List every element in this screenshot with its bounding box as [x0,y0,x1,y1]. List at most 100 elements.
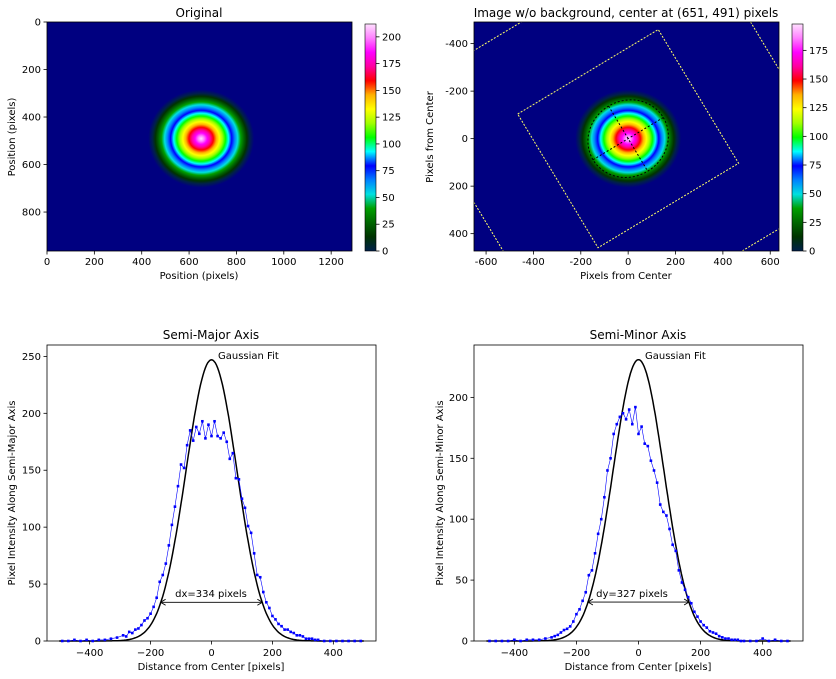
data-point [237,478,241,481]
data-point [562,628,566,632]
width-arrow-head-left [159,598,166,606]
title-subtracted: Image w/o background, center at (651, 49… [474,6,779,20]
data-point [599,517,603,521]
ylabel-semi-minor: Pixel Intensity Along Semi-Minor Axis [435,400,446,585]
width-label-semi-major: dx=334 pixels [175,589,247,600]
x-tick-label: 200 [666,257,685,268]
data-point [265,600,268,604]
data-point [115,636,119,639]
data-point [708,629,712,633]
data-point [739,639,743,643]
data-point [310,637,314,641]
data-point [575,612,578,616]
data-point [584,590,588,594]
data-point [702,623,705,627]
y-tick-label: 200 [449,182,468,193]
data-point [618,415,622,419]
width-label-semi-minor: dy=327 pixels [596,589,668,600]
xlabel-subtracted: Pixels from Center [580,271,673,282]
x-tick-label: 200 [691,648,710,659]
data-point [231,451,235,455]
data-point [353,639,356,643]
colorbar-tick-label: 125 [382,113,401,124]
colorbar-tick-label: 175 [809,46,828,57]
data-point [652,469,656,472]
data-point [228,457,232,461]
colorbar-tick-label: 150 [809,75,828,86]
data-point [359,639,363,643]
data-point [668,527,671,531]
y-tick-label: -400 [445,39,468,50]
data-point [643,442,647,445]
data-point [185,443,189,447]
x-tick-label: 400 [713,257,732,268]
inner-integration-box [517,28,740,249]
xlabel-semi-major: Distance from Center [pixels] [138,662,285,673]
data-point [696,615,699,618]
colorbar-original [364,23,377,252]
data-point [234,476,238,480]
data-point [578,608,581,611]
fit-label-semi-minor: Gaussian Fit [645,351,706,362]
data-point [252,552,256,555]
data-point [721,636,724,639]
data-point [568,625,572,628]
data-point [188,429,192,432]
y-tick-label: 50 [455,576,468,587]
data-point [550,636,553,639]
data-point [201,419,204,423]
data-point [683,588,687,592]
data-point [67,639,70,643]
x-tick-label: 400 [753,648,772,659]
data-point [494,639,498,643]
data-point [705,626,709,629]
data-point [292,631,296,635]
xlabel-original: Position (pixels) [160,271,239,282]
colorbar-tick-label: 100 [809,132,828,143]
data-point [727,637,730,640]
data-point [640,425,643,428]
x-tick-label: 0 [635,648,641,659]
x-tick-label: −400 [76,648,103,659]
data-point [329,639,332,643]
data-point [271,614,274,618]
data-point [658,503,662,506]
colorbar-tick-label: 0 [809,247,815,258]
data-point [167,544,171,547]
data-point [556,633,560,637]
data-point [261,590,265,594]
data-point [298,634,302,637]
x-tick-label: -200 [569,257,592,268]
data-point [773,638,777,642]
data-point [225,440,229,444]
data-point [699,620,702,623]
data-point [198,432,201,436]
colorbar-tick-label: 50 [809,189,822,200]
data-point [219,437,222,440]
data-point [655,481,659,484]
colorbar-tick-label: 175 [382,59,401,70]
data-point [649,459,653,463]
x-tick-label: 400 [324,648,343,659]
data-point [134,628,137,631]
panel-original: Original 0 200 400 600 800 1000 12000200400600… [7,6,401,282]
data-point [519,639,522,643]
line-plot-semi-major [59,359,364,643]
data-point [646,444,650,448]
gaussian-fit-line [59,359,364,642]
ticks-original: 0 200 400 600 800 1000 1200 0 200 400 600 800 [22,18,344,269]
data-point [596,532,600,536]
data-point [686,595,690,599]
data-point [313,638,317,642]
data-point [609,456,612,460]
y-tick-label: 50 [28,580,41,591]
fit-label-semi-major: Gaussian Fit [218,351,279,362]
title-original: Original [176,6,223,20]
data-point [249,531,253,535]
title-semi-major: Semi-Major Axis [163,328,259,342]
panel-semi-major: Semi-Major Axis −400 −200 0 200 400 0 50 100 150… [7,328,377,673]
data-point [137,627,140,630]
data-point [295,634,299,637]
y-tick-label: 400 [22,113,41,124]
y-tick-label: 200 [22,65,41,76]
